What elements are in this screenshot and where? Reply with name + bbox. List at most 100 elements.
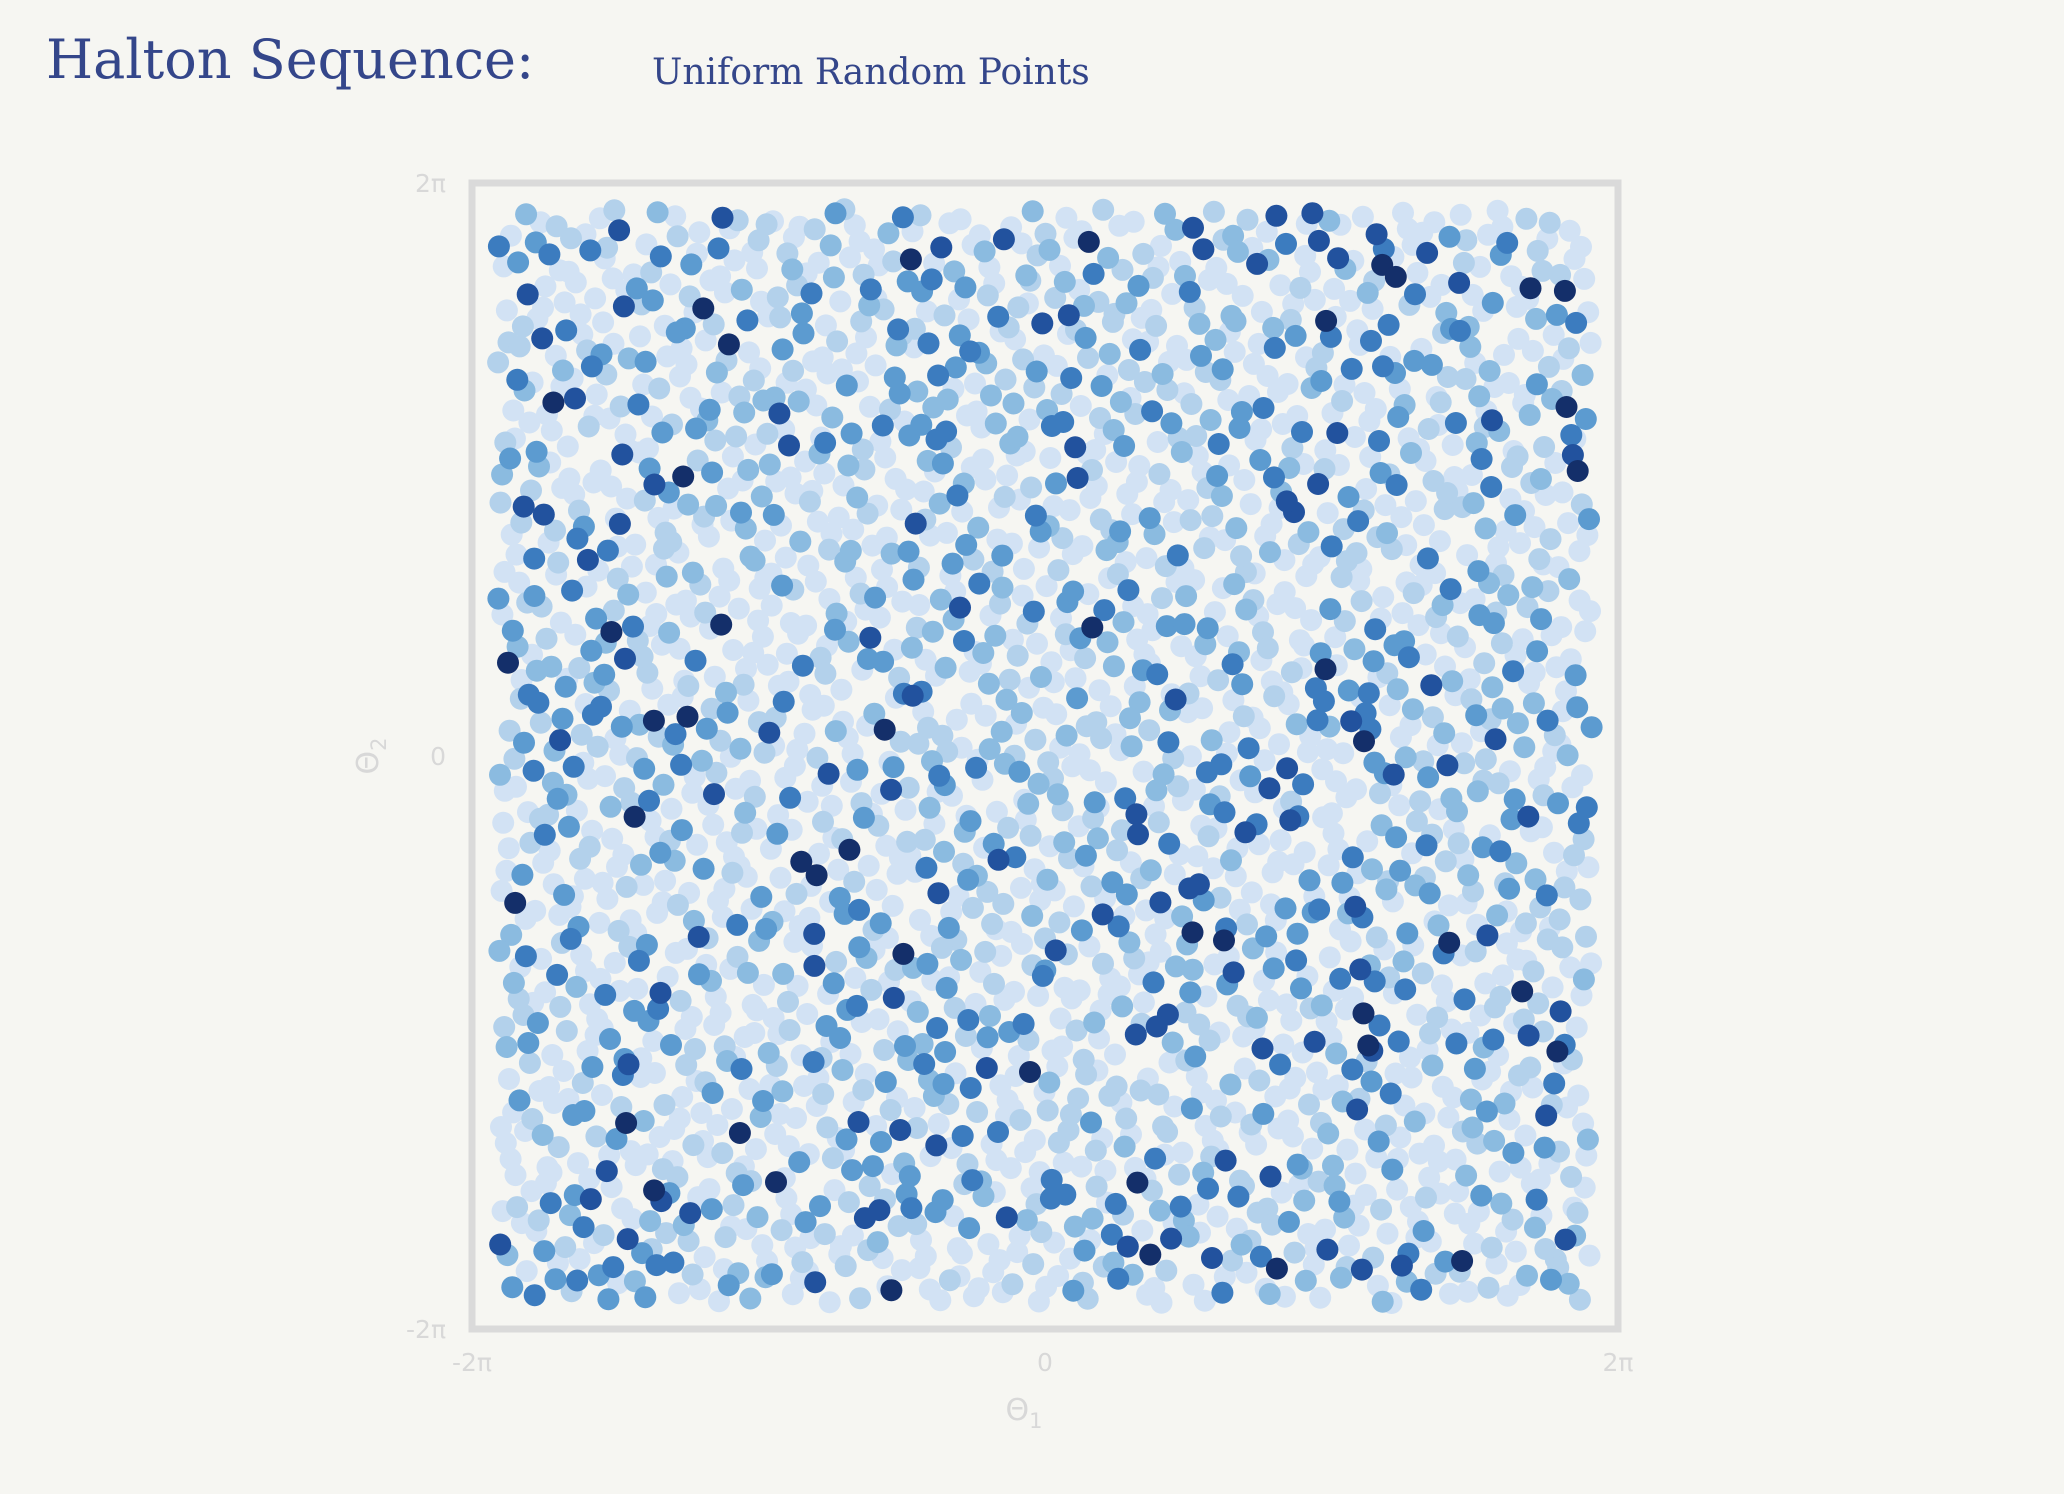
- data-point: [1055, 206, 1078, 229]
- data-point: [779, 612, 802, 634]
- data-point: [487, 587, 510, 610]
- data-point: [1383, 634, 1406, 657]
- data-point: [1147, 811, 1170, 834]
- data-point: [710, 613, 733, 636]
- data-point: [1478, 360, 1501, 382]
- data-point: [1239, 493, 1262, 516]
- data-point: [1230, 401, 1253, 423]
- data-point: [1179, 981, 1202, 1004]
- data-point: [844, 966, 867, 989]
- data-point: [1290, 977, 1312, 1000]
- data-point: [608, 512, 631, 535]
- data-point: [987, 305, 1010, 328]
- data-point: [1505, 852, 1528, 875]
- data-point: [1060, 367, 1083, 389]
- data-point: [1106, 563, 1129, 586]
- data-point: [1295, 565, 1318, 588]
- data-point: [1231, 673, 1254, 696]
- data-point: [1534, 1238, 1557, 1260]
- data-point: [1394, 746, 1417, 769]
- data-point: [1409, 790, 1432, 813]
- data-point: [1138, 719, 1161, 742]
- data-point: [978, 738, 1001, 761]
- data-point: [1112, 611, 1135, 634]
- data-point: [957, 308, 980, 331]
- data-point: [1177, 489, 1200, 512]
- data-point: [1434, 1250, 1457, 1273]
- data-point: [617, 583, 640, 606]
- data-point: [1235, 1261, 1258, 1284]
- data-point: [1377, 313, 1400, 336]
- data-point: [1353, 382, 1376, 404]
- data-point: [992, 892, 1015, 915]
- data-point: [931, 452, 954, 475]
- data-point: [1462, 492, 1485, 515]
- data-point: [1116, 483, 1139, 505]
- data-point: [1309, 1286, 1332, 1309]
- data-point: [928, 764, 951, 787]
- data-point: [1004, 846, 1027, 869]
- data-point: [623, 999, 646, 1022]
- data-point: [699, 269, 722, 292]
- data-point: [1083, 1011, 1106, 1034]
- data-point: [935, 521, 958, 544]
- data-point: [564, 623, 587, 646]
- data-point: [781, 258, 804, 281]
- data-point: [1297, 1223, 1320, 1245]
- data-point: [1301, 202, 1324, 225]
- data-point: [572, 1216, 595, 1239]
- data-point: [704, 429, 727, 452]
- data-point: [1081, 616, 1104, 639]
- data-point: [1385, 474, 1408, 496]
- data-point: [1101, 871, 1124, 894]
- data-point: [1294, 1269, 1317, 1292]
- data-point: [1255, 220, 1278, 243]
- data-point: [774, 546, 797, 569]
- data-point: [1389, 726, 1412, 749]
- data-point: [1180, 393, 1203, 415]
- data-point: [846, 486, 869, 509]
- data-point: [1291, 421, 1313, 443]
- data-point: [1200, 729, 1223, 752]
- data-point: [1397, 646, 1420, 669]
- data-point: [1342, 986, 1365, 1009]
- data-point: [684, 649, 707, 672]
- data-point: [848, 230, 871, 253]
- data-point: [964, 372, 986, 395]
- data-point: [758, 453, 781, 476]
- data-point: [1394, 978, 1417, 1001]
- data-point: [1565, 1016, 1588, 1039]
- data-point: [908, 594, 931, 616]
- data-point: [985, 800, 1008, 823]
- data-point: [911, 1033, 934, 1055]
- data-point: [1044, 939, 1067, 962]
- data-point: [848, 936, 871, 959]
- data-point: [1055, 724, 1078, 747]
- data-point: [852, 806, 875, 829]
- data-point: [633, 757, 656, 780]
- data-point: [1214, 1149, 1237, 1172]
- data-point: [1481, 291, 1504, 314]
- data-point: [1144, 1147, 1167, 1170]
- data-point: [1555, 680, 1577, 703]
- data-point: [1357, 682, 1380, 705]
- data-point: [1300, 609, 1323, 632]
- data-point: [861, 1155, 884, 1178]
- data-point: [1052, 1151, 1075, 1174]
- data-point: [1576, 524, 1599, 547]
- data-point: [1574, 620, 1597, 643]
- data-point: [938, 1269, 961, 1292]
- data-point: [1050, 383, 1073, 405]
- data-point: [859, 395, 881, 418]
- data-point: [1418, 1166, 1441, 1189]
- data-point: [499, 447, 522, 470]
- data-point: [1135, 547, 1158, 570]
- data-point: [545, 215, 568, 238]
- data-point: [548, 903, 571, 926]
- data-point: [1543, 1072, 1566, 1095]
- data-point: [955, 533, 978, 556]
- data-point: [1053, 270, 1076, 293]
- data-point: [1128, 691, 1151, 714]
- data-point: [1022, 1253, 1045, 1276]
- data-point: [1062, 580, 1085, 603]
